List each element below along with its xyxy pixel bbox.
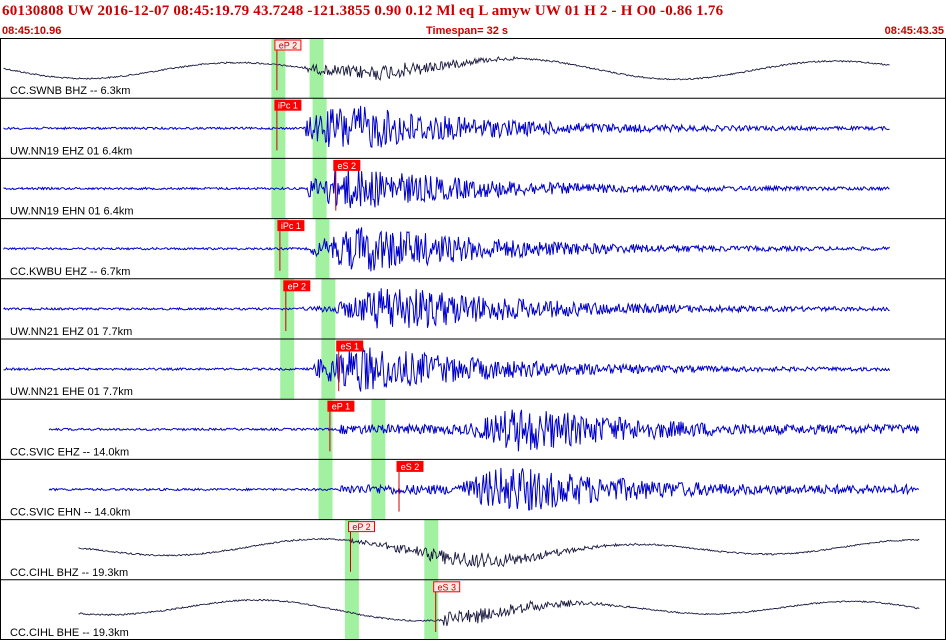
- pick-flag-9: [348, 521, 375, 533]
- waveform-trace-10: [78, 598, 920, 627]
- waveform-trace-1: [3, 55, 890, 81]
- seismogram-svg[interactable]: eP 2 iPc 1 eS 2 iPc 1 eP 2 eS 1 eP 1 eS 2 eP 2 eS…: [0, 38, 946, 640]
- pick-flag-8: [396, 460, 424, 472]
- phase-window-1-1: [271, 38, 286, 99]
- pick-label-9: eP 2: [352, 522, 370, 532]
- phase-window-9-1: [344, 519, 359, 580]
- phase-window-9-2: [424, 519, 439, 580]
- pick-flag-4: [277, 220, 305, 232]
- waveform-trace-9: [78, 537, 920, 569]
- event-header: 60130808 UW 2016-12-07 08:45:19.79 43.72…: [0, 0, 946, 22]
- pick-label-4: iPc 1: [281, 221, 301, 231]
- phase-window-2-2: [312, 98, 327, 159]
- pick-label-7: eP 1: [332, 402, 350, 412]
- pick-layer: eP 2 iPc 1 eS 2 iPc 1 eP 2 eS 1 eP 1 eS 2 eP 2 eS…: [274, 39, 461, 632]
- channel-label-1: CC.SWNB BHZ -- 6.3km: [10, 85, 130, 97]
- phase-window-10-2: [424, 579, 439, 640]
- timespan-label: Timespan= 32 s: [426, 25, 509, 37]
- channel-label-4: CC.KWBU EHZ -- 6.7km: [10, 266, 130, 278]
- waveform-trace-5: [3, 288, 890, 329]
- pick-label-5: eP 2: [288, 281, 306, 291]
- pick-label-1: eP 2: [279, 41, 297, 51]
- waveform-trace-4: [3, 227, 890, 272]
- start-time-label: 08:45:10.96: [2, 25, 62, 37]
- channel-label-10: CC.CIHL BHE -- 19.3km: [10, 627, 129, 639]
- channel-label-8: CC.SVIC EHN -- 14.0km: [10, 507, 130, 519]
- pick-flag-1: [274, 39, 302, 51]
- pick-label-6: eS 1: [340, 342, 359, 352]
- seismogram-panel[interactable]: eP 2 iPc 1 eS 2 iPc 1 eP 2 eS 1 eP 1 eS 2 eP 2 eS…: [0, 38, 946, 640]
- channel-label-6: UW.NN21 EHE 01 7.7km: [10, 386, 133, 398]
- waveform-trace-3: [3, 167, 890, 209]
- waveform-trace-8: [48, 467, 920, 511]
- waveform-trace-2: [3, 105, 890, 148]
- pick-flag-7: [327, 400, 355, 412]
- phase-window-3-2: [312, 158, 327, 219]
- pick-label-8: eS 2: [401, 462, 420, 472]
- channel-divider-layer: [0, 38, 946, 640]
- waveform-trace-7: [48, 409, 920, 452]
- pick-flag-5: [283, 280, 311, 292]
- phase-window-7-1: [318, 399, 333, 460]
- channel-label-2: UW.NN19 EHZ 01 6.4km: [10, 145, 132, 157]
- pick-label-3: eS 2: [338, 161, 357, 171]
- time-axis-header: 08:45:10.96 Timespan= 32 s 08:45:43.35: [0, 24, 946, 38]
- phase-window-10-1: [344, 579, 359, 640]
- pick-flag-6: [336, 340, 364, 352]
- pick-flag-3: [333, 159, 361, 171]
- waveform-trace-6: [3, 346, 891, 392]
- pick-label-10: eS 3: [437, 582, 456, 592]
- pick-label-2: iPc 1: [278, 101, 298, 111]
- event-summary-title: 60130808 UW 2016-12-07 08:45:19.79 43.72…: [2, 3, 724, 19]
- pick-flag-10: [433, 581, 461, 593]
- channel-label-3: UW.NN19 EHN 01 6.4km: [10, 206, 133, 218]
- channel-label-7: CC.SVIC EHZ -- 14.0km: [10, 446, 129, 458]
- phase-window-7-2: [371, 399, 386, 460]
- channel-label-9: CC.CIHL BHZ -- 19.3km: [10, 567, 128, 579]
- channel-label-5: UW.NN21 EHZ 01 7.7km: [10, 326, 132, 338]
- phase-window-6-2: [321, 339, 336, 400]
- channel-label-layer: CC.SWNB BHZ -- 6.3km UW.NN19 EHZ 01 6.4km…: [10, 85, 133, 639]
- end-time-label: 08:45:43.35: [884, 25, 944, 37]
- trace-layer: [3, 55, 920, 627]
- pick-flag-2: [274, 99, 302, 111]
